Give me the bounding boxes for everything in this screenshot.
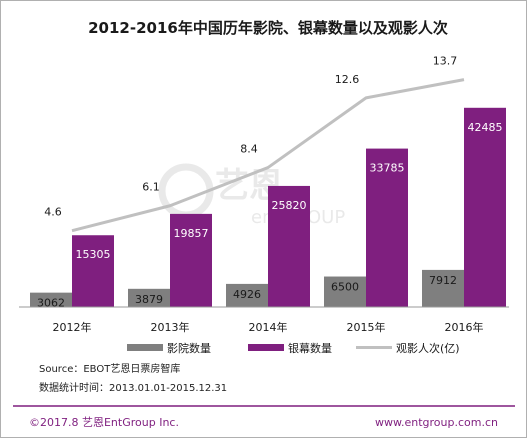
data-label-screens: 33785 <box>370 162 405 175</box>
data-label-cinemas: 7912 <box>429 274 457 287</box>
data-label-admissions: 13.7 <box>433 55 458 68</box>
legend-label: 观影人次(亿) <box>396 341 460 355</box>
bar-cinemas <box>30 292 72 307</box>
bar-screens <box>170 213 212 307</box>
bar-screens <box>72 235 114 307</box>
bar-screens <box>366 148 408 307</box>
data-label-cinemas: 4926 <box>233 288 261 301</box>
x-tick-label: 2015年 <box>347 320 386 334</box>
data-label-admissions: 12.6 <box>335 73 360 86</box>
watermark-logo-icon <box>158 163 214 219</box>
x-tick-labels: 2012年 2013年 2014年 2015年 2016年 <box>53 320 484 334</box>
bar-cinemas <box>128 288 170 307</box>
data-label-cinemas: 3879 <box>135 293 163 306</box>
legend-label: 影院数量 <box>167 341 211 355</box>
legend-swatch <box>248 344 284 351</box>
x-tick-label: 2013年 <box>151 320 190 334</box>
bars-layer: 3062 15305 3879 19857 4926 25820 6500 33785 7912… <box>30 107 506 310</box>
x-tick-label: 2016年 <box>445 320 484 334</box>
data-label-admissions: 4.6 <box>44 206 62 219</box>
bar-screens <box>268 185 310 307</box>
data-label-screens: 25820 <box>272 199 307 212</box>
legend: 影院数量 银幕数量 观影人次(亿) <box>127 341 460 355</box>
legend-label: 银幕数量 <box>288 341 332 355</box>
bar-cinemas <box>422 269 464 307</box>
chart-title: 2012-2016年中国历年影院、银幕数量以及观影人次 <box>88 19 448 37</box>
data-label-screens: 42485 <box>468 121 503 134</box>
data-label-screens: 19857 <box>174 227 209 240</box>
data-label-admissions: 8.4 <box>240 143 258 156</box>
footer-copyright: ©2017.8 艺恩EntGroup Inc. <box>29 416 179 429</box>
bar-cinemas <box>226 283 268 307</box>
x-tick-label: 2012年 <box>53 320 92 334</box>
line-layer: 4.6 6.1 8.4 12.6 13.7 <box>44 55 465 233</box>
data-label-screens: 15305 <box>76 248 111 261</box>
data-label-admissions: 6.1 <box>142 181 160 194</box>
date-range-text: 数据统计时间：2013.01.01-2015.12.31 <box>39 381 227 394</box>
x-tick-label: 2014年 <box>249 320 288 334</box>
source-text: Source：EBOT艺恩日票房智库 <box>39 362 180 375</box>
data-label-cinemas: 6500 <box>331 281 359 294</box>
bar-cinemas <box>324 276 366 307</box>
data-label-cinemas: 3062 <box>37 297 65 310</box>
line-admissions <box>71 78 465 233</box>
footer-website: www.entgroup.com.cn <box>375 416 498 429</box>
bar-screens <box>464 107 506 307</box>
legend-swatch <box>127 344 163 351</box>
